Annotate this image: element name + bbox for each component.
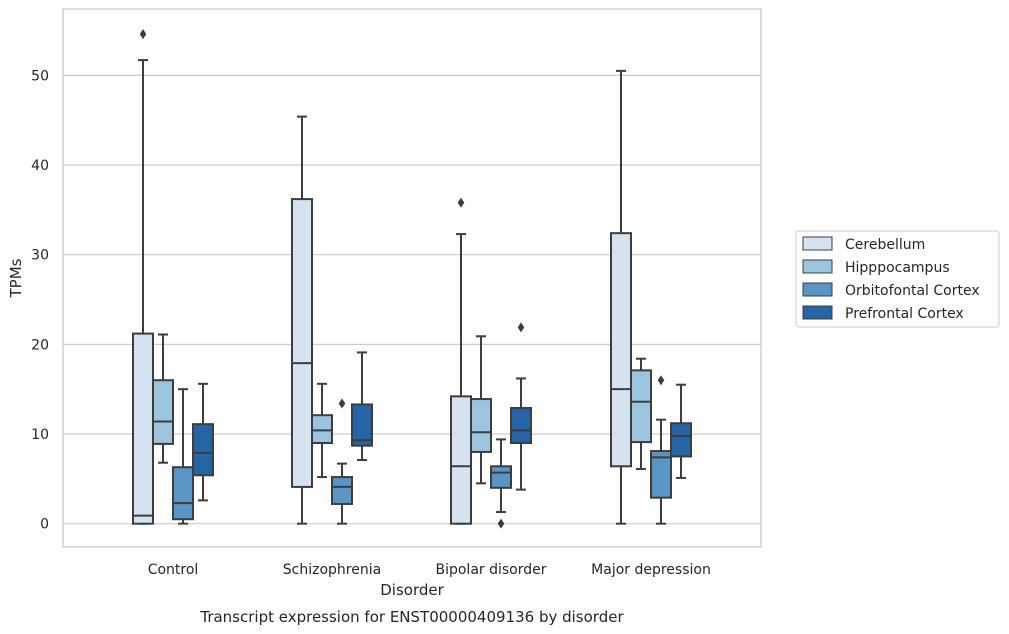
- box-2-3: [650, 375, 672, 525]
- box-0-2: [450, 197, 472, 525]
- x-tick-label: Major depression: [591, 562, 711, 578]
- legend-label: Prefrontal Cortex: [845, 306, 964, 322]
- x-axis-label: Disorder: [380, 581, 444, 599]
- legend-label: Orbitofontal Cortex: [845, 283, 980, 299]
- box-body: [291, 198, 313, 488]
- outlier-point: [657, 375, 665, 386]
- legend-label: Cerebellum: [845, 237, 925, 253]
- plot-area: [63, 9, 761, 547]
- box-2-0: [172, 388, 194, 525]
- x-tick-label: Bipolar disorder: [435, 562, 546, 578]
- box-body: [152, 379, 174, 445]
- box-body: [351, 403, 373, 447]
- legend-label: Hipppocampus: [845, 260, 950, 276]
- box-2-2: [490, 438, 512, 529]
- box-1-1: [311, 382, 333, 479]
- box-body: [331, 476, 353, 505]
- box-body: [610, 232, 632, 468]
- y-axis-label: TPMs: [7, 258, 25, 298]
- box-3-2: [510, 322, 532, 491]
- box-body: [192, 423, 214, 477]
- box-2-1: [331, 398, 353, 525]
- box-3-3: [670, 383, 692, 479]
- legend-swatch: [802, 236, 833, 251]
- box-body: [132, 332, 154, 525]
- y-tick-label: 10: [31, 427, 49, 443]
- outlier-point: [139, 29, 147, 40]
- x-axis-ticks: Control Schizophrenia Bipolar disorder Majo…: [148, 562, 711, 578]
- plot-frame: [62, 8, 762, 548]
- y-tick-label: 20: [31, 337, 49, 353]
- outlier-point: [338, 398, 346, 409]
- box-groups: [132, 29, 692, 529]
- box-0-0: [132, 29, 154, 525]
- box-1-3: [630, 357, 652, 470]
- y-axis-ticks: 0 10 20 30 40 50: [31, 68, 49, 532]
- outlier-point: [457, 197, 465, 208]
- box-body: [311, 414, 333, 444]
- box-body: [670, 422, 692, 458]
- legend-swatch: [802, 305, 833, 320]
- legend-swatch: [802, 259, 833, 274]
- box-body: [172, 466, 194, 521]
- box-0-3: [610, 69, 632, 525]
- box-body: [630, 369, 652, 444]
- box-body: [510, 407, 532, 444]
- y-tick-label: 50: [31, 68, 49, 84]
- box-1-2: [470, 335, 492, 485]
- box-3-0: [192, 382, 214, 502]
- box-1-0: [152, 333, 174, 464]
- box-0-1: [291, 115, 313, 525]
- chart-title: Transcript expression for ENST0000040913…: [199, 608, 624, 626]
- y-tick-label: 30: [31, 248, 49, 264]
- y-tick-label: 0: [40, 517, 49, 533]
- box-body: [650, 450, 672, 499]
- legend-frame: [795, 230, 1000, 328]
- outlier-point: [497, 518, 505, 529]
- outlier-point: [517, 322, 525, 333]
- box-body: [450, 395, 472, 525]
- x-tick-label: Schizophrenia: [283, 562, 381, 578]
- box-3-1: [351, 351, 373, 462]
- y-tick-label: 40: [31, 158, 49, 174]
- x-tick-label: Control: [148, 562, 199, 578]
- legend: Cerebellum Hipppocampus Orbitofontal Corte…: [795, 230, 1000, 328]
- legend-swatch: [802, 282, 833, 297]
- box-body: [470, 398, 492, 453]
- box-body: [490, 465, 512, 489]
